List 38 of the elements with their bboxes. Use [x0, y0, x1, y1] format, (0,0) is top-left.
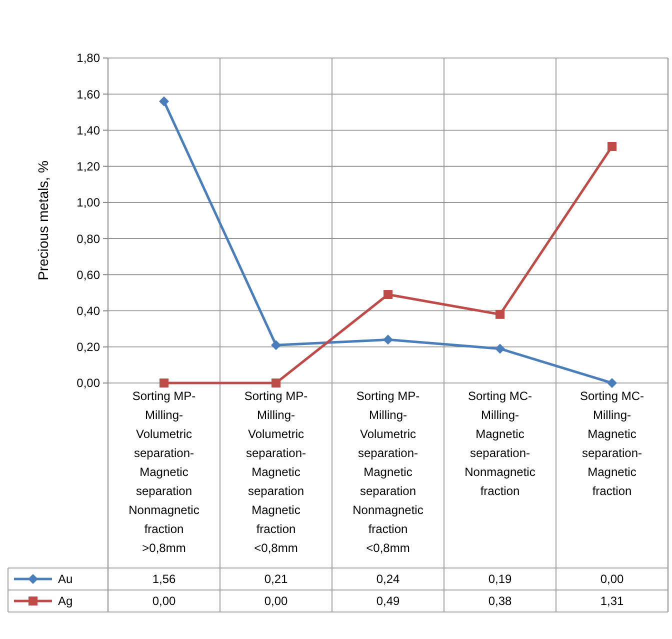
y-tick-label: 0,60 — [76, 268, 100, 282]
legend-label: Au — [58, 572, 73, 586]
data-label: 1,31 — [600, 594, 624, 608]
y-tick-label: 0,80 — [76, 232, 100, 246]
point — [272, 378, 280, 388]
data-label: 0,38 — [488, 594, 512, 608]
point — [160, 378, 168, 388]
y-tick-label: 1,00 — [76, 196, 100, 210]
point — [384, 290, 392, 300]
data-label: 0,24 — [376, 572, 400, 586]
data-label: 0,19 — [488, 572, 512, 586]
category-label: Sorting MP-Milling-Volumetric separation-Magnetic separation Nonmagnetic fraction >0,8mm — [128, 389, 200, 555]
data-label: 0,49 — [376, 594, 400, 608]
point — [271, 340, 281, 350]
point — [496, 310, 504, 319]
data-label: 1,56 — [152, 572, 176, 586]
x-tick-label: Sorting MC-Milling-Magnetic separation-Nonmagnetic fraction — [464, 389, 536, 498]
category-label: Sorting MP-Milling-Volumetric separation-Magnetic separation Nonmagnetic fraction <0,8mm — [352, 389, 424, 555]
point — [495, 344, 505, 354]
point — [607, 378, 617, 388]
y-tick-label: 0,20 — [76, 340, 100, 354]
y-tick-label: 0,00 — [76, 376, 100, 390]
point — [159, 96, 169, 106]
data-label: 0,21 — [264, 572, 288, 586]
data-label: 0,00 — [600, 572, 624, 586]
point — [608, 142, 616, 151]
y-tick-label: 1,80 — [76, 51, 100, 66]
x-tick-label: Sorting MC-Milling-Magnetic separation-Magnetic fraction — [580, 389, 644, 498]
legend-label: Ag — [58, 594, 73, 608]
category-label: Sorting MP-Milling-Volumetric separation-Magnetic separation Magnetic fraction <0,8mm — [244, 389, 308, 555]
y-tick-label: 1,20 — [76, 160, 100, 174]
y-axis-title: Precious metals, % — [35, 160, 51, 280]
point — [383, 334, 393, 345]
data-label: 0,00 — [152, 594, 176, 608]
y-tick-label: 1,40 — [76, 123, 100, 138]
y-tick-label: 1,60 — [76, 87, 100, 102]
y-tick-label: 0,40 — [76, 304, 100, 318]
data-label: 0,00 — [264, 594, 288, 608]
